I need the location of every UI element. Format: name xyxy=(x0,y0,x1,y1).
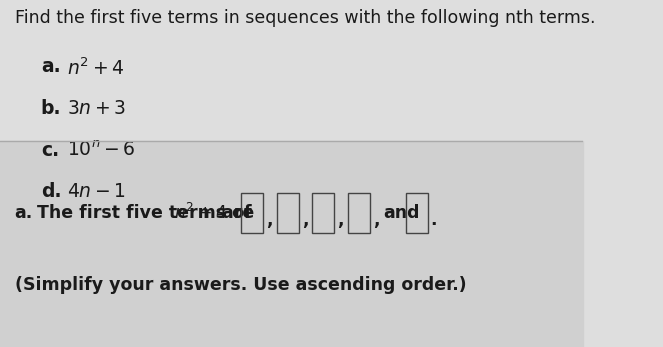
Text: ,: , xyxy=(302,211,308,229)
Text: $n^2+4$: $n^2+4$ xyxy=(174,203,227,223)
Bar xyxy=(0,141,583,347)
Text: ,: , xyxy=(373,211,379,229)
Text: $4n-1$: $4n-1$ xyxy=(67,182,126,201)
Text: (Simplify your answers. Use ascending order.): (Simplify your answers. Use ascending or… xyxy=(15,276,466,294)
Text: and: and xyxy=(383,204,420,222)
Text: .: . xyxy=(430,211,437,229)
Text: are: are xyxy=(217,204,255,222)
Text: The first five terms of: The first five terms of xyxy=(31,204,257,222)
Text: $n^2+4$: $n^2+4$ xyxy=(67,57,125,79)
Text: ,: , xyxy=(337,211,343,229)
Text: a.: a. xyxy=(15,204,33,222)
Text: ,: , xyxy=(266,211,272,229)
Text: d.: d. xyxy=(41,182,62,201)
Text: Find the first five terms in sequences with the following nth terms.: Find the first five terms in sequences w… xyxy=(15,9,595,27)
Text: c.: c. xyxy=(41,141,59,160)
Text: $10^n-6$: $10^n-6$ xyxy=(67,141,136,160)
Text: $3n+3$: $3n+3$ xyxy=(67,99,127,118)
Text: b.: b. xyxy=(41,99,62,118)
Text: a.: a. xyxy=(41,57,60,76)
